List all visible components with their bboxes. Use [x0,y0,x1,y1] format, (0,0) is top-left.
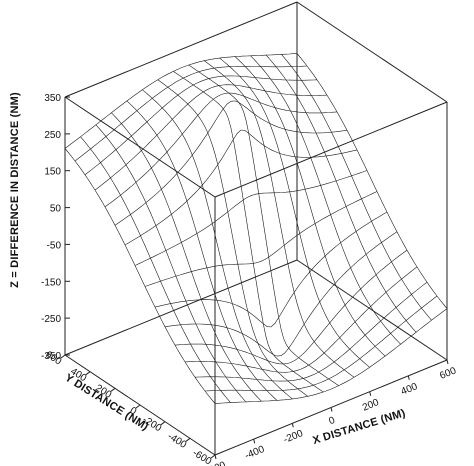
y-tick [185,437,191,442]
box-edge [64,96,216,198]
surface-line-y [104,92,338,208]
z-tick-label: -150 [41,277,61,288]
x-tick-label: 400 [400,381,420,398]
z-tick-label: 50 [50,204,62,215]
surface-line-y [204,295,438,392]
surface-line-x [126,100,278,401]
z-tick-label: -250 [41,314,61,325]
surface-line-y [64,53,298,149]
surface-line-y [84,75,318,176]
x-tick [253,439,256,444]
surface-line-y [144,191,378,287]
surface-line-y [154,211,388,328]
y-tick-label: -400 [165,431,188,451]
z-tick-label: 150 [44,167,61,178]
y-tick [160,421,166,426]
z-tick-label: -350 [41,351,61,362]
y-tick [60,354,66,359]
x-tick [369,391,372,396]
x-tick-label: 600 [438,365,458,382]
surface-line-x [173,71,324,393]
z-axis-title: Z = DIFFERENCE IN DISTANCE (NM) [9,92,21,288]
surface-mesh [64,53,448,404]
x-tick [330,407,333,412]
x-tick [407,375,410,380]
surface-line-x [250,55,401,345]
y-tick [85,371,91,376]
surface-line-y [164,231,398,357]
surface-line-x [142,89,293,400]
surface-line-x [188,64,339,386]
x-tick-label: 0 [327,415,337,427]
surface-line-x [234,56,386,357]
z-tick-label: 250 [44,130,61,141]
surface-line-y [184,266,418,373]
x-axis-title: X DISTANCE (NM) [311,407,407,447]
x-tick-label: -600 [205,460,228,466]
y-tick [210,454,216,459]
surface-line-y [214,308,448,404]
surface-line-y [74,65,308,162]
box-edge [64,259,298,356]
surface-line-y [124,129,358,246]
y-tick [135,404,141,409]
y-axis-title: Y DISTANCE (NM) [63,372,151,433]
x-tick [214,454,217,460]
x-tick-label: -400 [243,444,266,462]
box-edge [296,259,448,361]
surface-line-x [265,54,417,333]
x-tick-label: 200 [361,397,381,414]
surface-line-x [111,112,262,402]
surface-line-x [64,148,216,404]
box-edge [64,1,298,98]
surface-line-x [80,136,231,403]
surface-line-y [174,249,408,365]
surface-line-x [95,124,247,403]
box-edge [296,1,448,103]
box-edge [214,101,448,198]
surface-line-y [194,281,428,382]
surface-line-x [281,54,432,321]
axis-ticks: -350-250-150-5050150250350-600-400-20002… [41,93,458,466]
surface-line-x [204,60,355,378]
x-tick [446,359,449,365]
z-tick-label: 350 [44,93,61,104]
box-back-edges [64,1,448,456]
y-tick [110,387,116,392]
surface-line-x [157,79,308,397]
x-tick [291,423,294,428]
surface-line-y [134,170,368,266]
z-tick-label: -50 [47,240,62,251]
surface-line-x [296,53,448,309]
y-tick-label: 0 [128,405,139,418]
surface-line-y [114,100,348,226]
x-tick-label: -200 [282,428,305,446]
surface-line-y [94,84,328,191]
y-tick-label: -600 [190,448,213,466]
surface-line-x [219,57,370,368]
